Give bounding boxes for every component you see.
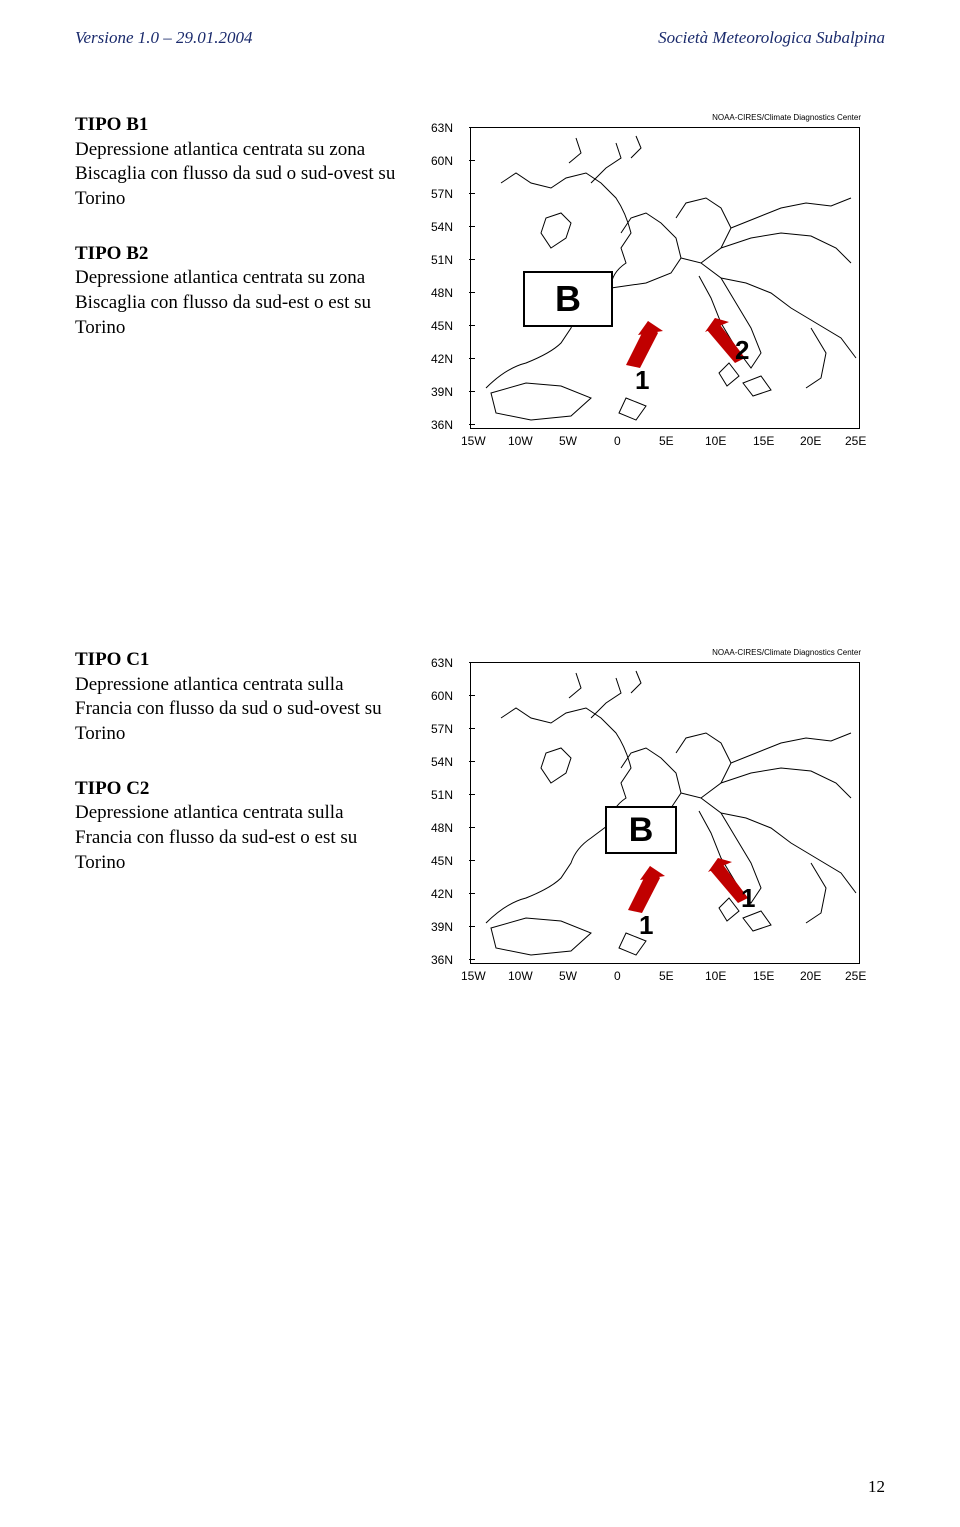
map-label-2: 2: [735, 335, 749, 366]
b-letter: B: [555, 278, 581, 320]
lon-label: 10E: [705, 969, 726, 983]
map-c: NOAA-CIRES/Climate Diagnostics Center 63…: [425, 648, 865, 1003]
page-header: Versione 1.0 – 29.01.2004 Società Meteor…: [75, 28, 885, 48]
tipo-b2-title: TIPO B2: [75, 242, 405, 267]
lon-label: 15W: [461, 434, 486, 448]
lon-label: 0: [614, 434, 621, 448]
tipo-c2-block: TIPO C2 Depressione atlantica centrata s…: [75, 777, 405, 876]
lon-label: 0: [614, 969, 621, 983]
lat-label: 36N: [431, 418, 453, 432]
lat-label: 39N: [431, 385, 453, 399]
tipo-b2-text: Depressione atlantica centrata su zona B…: [75, 266, 405, 340]
lon-label: 5W: [559, 434, 577, 448]
lat-label: 36N: [431, 953, 453, 967]
map-column-b: NOAA-CIRES/Climate Diagnostics Center 63…: [425, 113, 885, 468]
b-box: B: [523, 271, 613, 327]
section-c: TIPO C1 Depressione atlantica centrata s…: [75, 648, 885, 1003]
header-right: Società Meteorologica Subalpina: [658, 28, 885, 48]
lat-label: 45N: [431, 854, 453, 868]
tipo-c2-text: Depressione atlantica centrata sulla Fra…: [75, 801, 405, 875]
map-label-1b: 1: [741, 883, 755, 914]
lon-label: 15E: [753, 969, 774, 983]
b-letter: B: [629, 811, 654, 850]
lat-label: 48N: [431, 821, 453, 835]
arrow-icon: [618, 313, 678, 373]
lon-label: 5E: [659, 434, 674, 448]
lat-label: 57N: [431, 722, 453, 736]
lon-label: 5W: [559, 969, 577, 983]
tipo-b1-block: TIPO B1 Depressione atlantica centrata s…: [75, 113, 405, 212]
text-column-b: TIPO B1 Depressione atlantica centrata s…: [75, 113, 405, 468]
lon-label: 10E: [705, 434, 726, 448]
lon-label: 10W: [508, 434, 533, 448]
header-left: Versione 1.0 – 29.01.2004: [75, 28, 253, 48]
tipo-b2-block: TIPO B2 Depressione atlantica centrata s…: [75, 242, 405, 341]
lon-label: 10W: [508, 969, 533, 983]
map-label-1: 1: [639, 910, 653, 941]
tipo-c1-text: Depressione atlantica centrata sulla Fra…: [75, 673, 405, 747]
map-caption: NOAA-CIRES/Climate Diagnostics Center: [712, 648, 861, 657]
document-page: Versione 1.0 – 29.01.2004 Società Meteor…: [0, 0, 960, 1527]
tipo-c1-block: TIPO C1 Depressione atlantica centrata s…: [75, 648, 405, 747]
lat-label: 42N: [431, 887, 453, 901]
map-label-1: 1: [635, 365, 649, 396]
lon-label: 20E: [800, 434, 821, 448]
section-b: TIPO B1 Depressione atlantica centrata s…: [75, 113, 885, 468]
map-column-c: NOAA-CIRES/Climate Diagnostics Center 63…: [425, 648, 885, 1003]
lat-label: 60N: [431, 154, 453, 168]
lat-label: 57N: [431, 187, 453, 201]
lon-label: 15E: [753, 434, 774, 448]
text-column-c: TIPO C1 Depressione atlantica centrata s…: [75, 648, 405, 1003]
tipo-c1-title: TIPO C1: [75, 648, 405, 673]
lat-label: 42N: [431, 352, 453, 366]
tipo-b1-title: TIPO B1: [75, 113, 405, 138]
lon-label: 5E: [659, 969, 674, 983]
lat-label: 39N: [431, 920, 453, 934]
lat-label: 54N: [431, 220, 453, 234]
lat-label: 51N: [431, 788, 453, 802]
lat-label: 63N: [431, 121, 453, 135]
b-box: B: [605, 806, 677, 854]
tipo-b1-text: Depressione atlantica centrata su zona B…: [75, 138, 405, 212]
lat-label: 60N: [431, 689, 453, 703]
lon-label: 25E: [845, 969, 866, 983]
lat-label: 48N: [431, 286, 453, 300]
lat-label: 45N: [431, 319, 453, 333]
lon-label: 20E: [800, 969, 821, 983]
map-b: NOAA-CIRES/Climate Diagnostics Center 63…: [425, 113, 865, 468]
lon-label: 15W: [461, 969, 486, 983]
map-caption: NOAA-CIRES/Climate Diagnostics Center: [712, 113, 861, 122]
tipo-c2-title: TIPO C2: [75, 777, 405, 802]
arrow-icon: [620, 858, 680, 918]
lon-label: 25E: [845, 434, 866, 448]
page-number: 12: [868, 1477, 885, 1497]
lat-label: 54N: [431, 755, 453, 769]
lat-label: 63N: [431, 656, 453, 670]
lat-label: 51N: [431, 253, 453, 267]
